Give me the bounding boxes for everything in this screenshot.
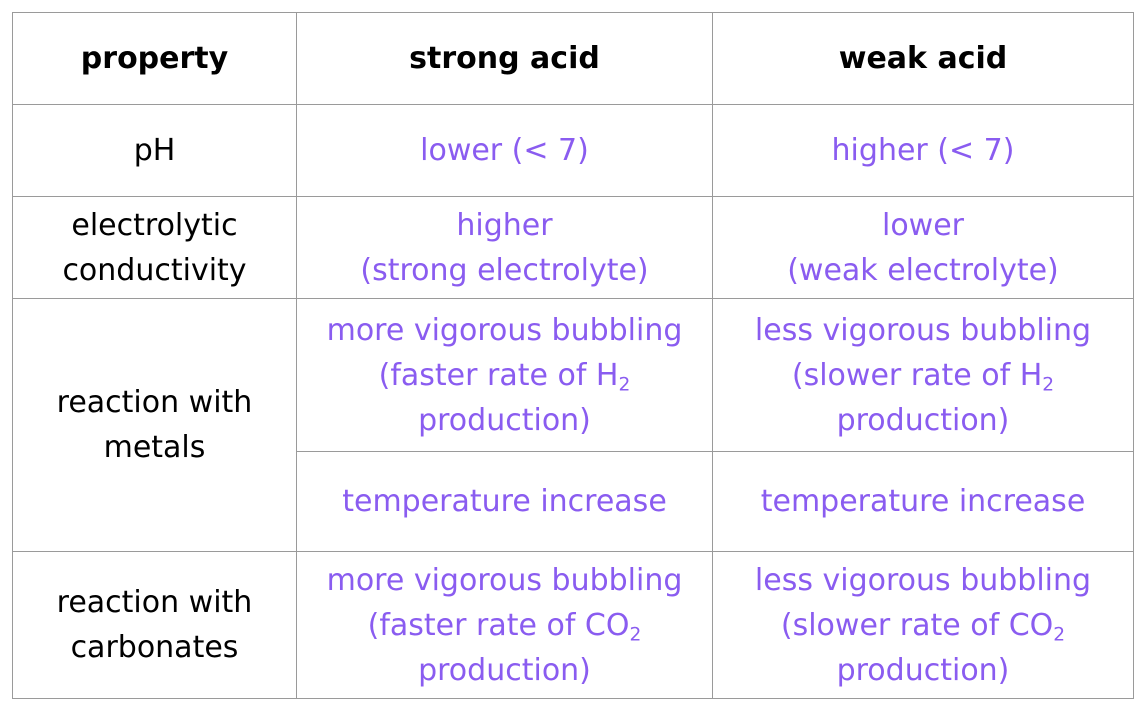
table-row-conductivity: electrolytic conductivity higher (strong…: [12, 196, 1134, 299]
metals-strong-line2: (faster rate of H2: [305, 353, 704, 398]
table-header-row: property strong acid weak acid: [12, 12, 1134, 105]
metals-property-cell: reaction with metals: [12, 298, 297, 552]
metals-weak-temp-cell: temperature increase: [712, 451, 1134, 552]
metals-strong-line2-text: (faster rate of H: [378, 357, 619, 393]
table-row-ph: pH lower (< 7) higher (< 7): [12, 104, 1134, 197]
carbonates-strong-cell: more vigorous bubbling (faster rate of C…: [296, 551, 713, 699]
carbonates-property-cell: reaction with carbonates: [12, 551, 297, 699]
metals-weak-line3: production): [836, 402, 1010, 438]
carbonates-property-line2: carbonates: [70, 630, 239, 665]
conductivity-weak-line2: (weak electrolyte): [787, 252, 1059, 288]
table-row-carbonates: reaction with carbonates more vigorous b…: [12, 551, 1134, 699]
acid-comparison-table: property strong acid weak acid pH lower …: [12, 12, 1134, 699]
ph-property-cell: pH: [12, 104, 297, 197]
carbonates-strong-line2: (faster rate of CO2: [305, 603, 704, 648]
carbonates-weak-line2-text: (slower rate of CO: [780, 607, 1054, 643]
conductivity-weak-cell: lower (weak electrolyte): [712, 196, 1134, 299]
metals-strong-temp-cell: temperature increase: [296, 451, 713, 552]
conductivity-strong-cell: higher (strong electrolyte): [296, 196, 713, 299]
metals-property-line1: reaction with: [56, 385, 253, 420]
metals-strong-subscript: 2: [618, 374, 631, 396]
header-property: property: [12, 12, 297, 105]
ph-weak-cell: higher (< 7): [712, 104, 1134, 197]
carbonates-property-line1: reaction with: [56, 585, 253, 620]
ph-strong-cell: lower (< 7): [296, 104, 713, 197]
carbonates-strong-line2-text: (faster rate of CO: [367, 607, 630, 643]
carbonates-strong-line3: production): [418, 652, 591, 688]
conductivity-property-line2: conductivity: [62, 252, 247, 288]
carbonates-weak-line1: less vigorous bubbling: [754, 562, 1092, 598]
conductivity-strong-line2: (strong electrolyte): [360, 252, 649, 288]
metals-weak-subscript: 2: [1042, 374, 1055, 396]
conductivity-strong-line1: higher: [456, 207, 553, 243]
metals-strong-line1: more vigorous bubbling: [326, 312, 683, 348]
metals-weak-line2-text: (slower rate of H: [791, 357, 1043, 393]
metals-strong-line3: production): [418, 402, 591, 438]
conductivity-property-line1: electrolytic: [71, 207, 238, 243]
carbonates-weak-subscript: 2: [1053, 624, 1066, 646]
carbonates-weak-line3: production): [836, 652, 1010, 688]
conductivity-property-cell: electrolytic conductivity: [12, 196, 297, 299]
conductivity-weak-line1: lower: [881, 207, 965, 243]
header-strong-acid: strong acid: [296, 12, 713, 105]
table-row-metals-bubbling: reaction with metals more vigorous bubbl…: [12, 298, 1134, 552]
metals-strong-bubbling-cell: more vigorous bubbling (faster rate of H…: [296, 298, 713, 452]
carbonates-strong-subscript: 2: [629, 624, 642, 646]
header-weak-acid: weak acid: [712, 12, 1134, 105]
carbonates-weak-cell: less vigorous bubbling (slower rate of C…: [712, 551, 1134, 699]
carbonates-strong-line1: more vigorous bubbling: [326, 562, 683, 598]
carbonates-weak-line2: (slower rate of CO2: [721, 603, 1125, 648]
metals-property-line2: metals: [103, 430, 206, 465]
table-row-metals-temperature: temperature increase temperature increas…: [13, 451, 1134, 552]
metals-weak-line1: less vigorous bubbling: [754, 312, 1092, 348]
metals-weak-bubbling-cell: less vigorous bubbling (slower rate of H…: [712, 298, 1134, 452]
metals-weak-line2: (slower rate of H2: [721, 353, 1125, 398]
